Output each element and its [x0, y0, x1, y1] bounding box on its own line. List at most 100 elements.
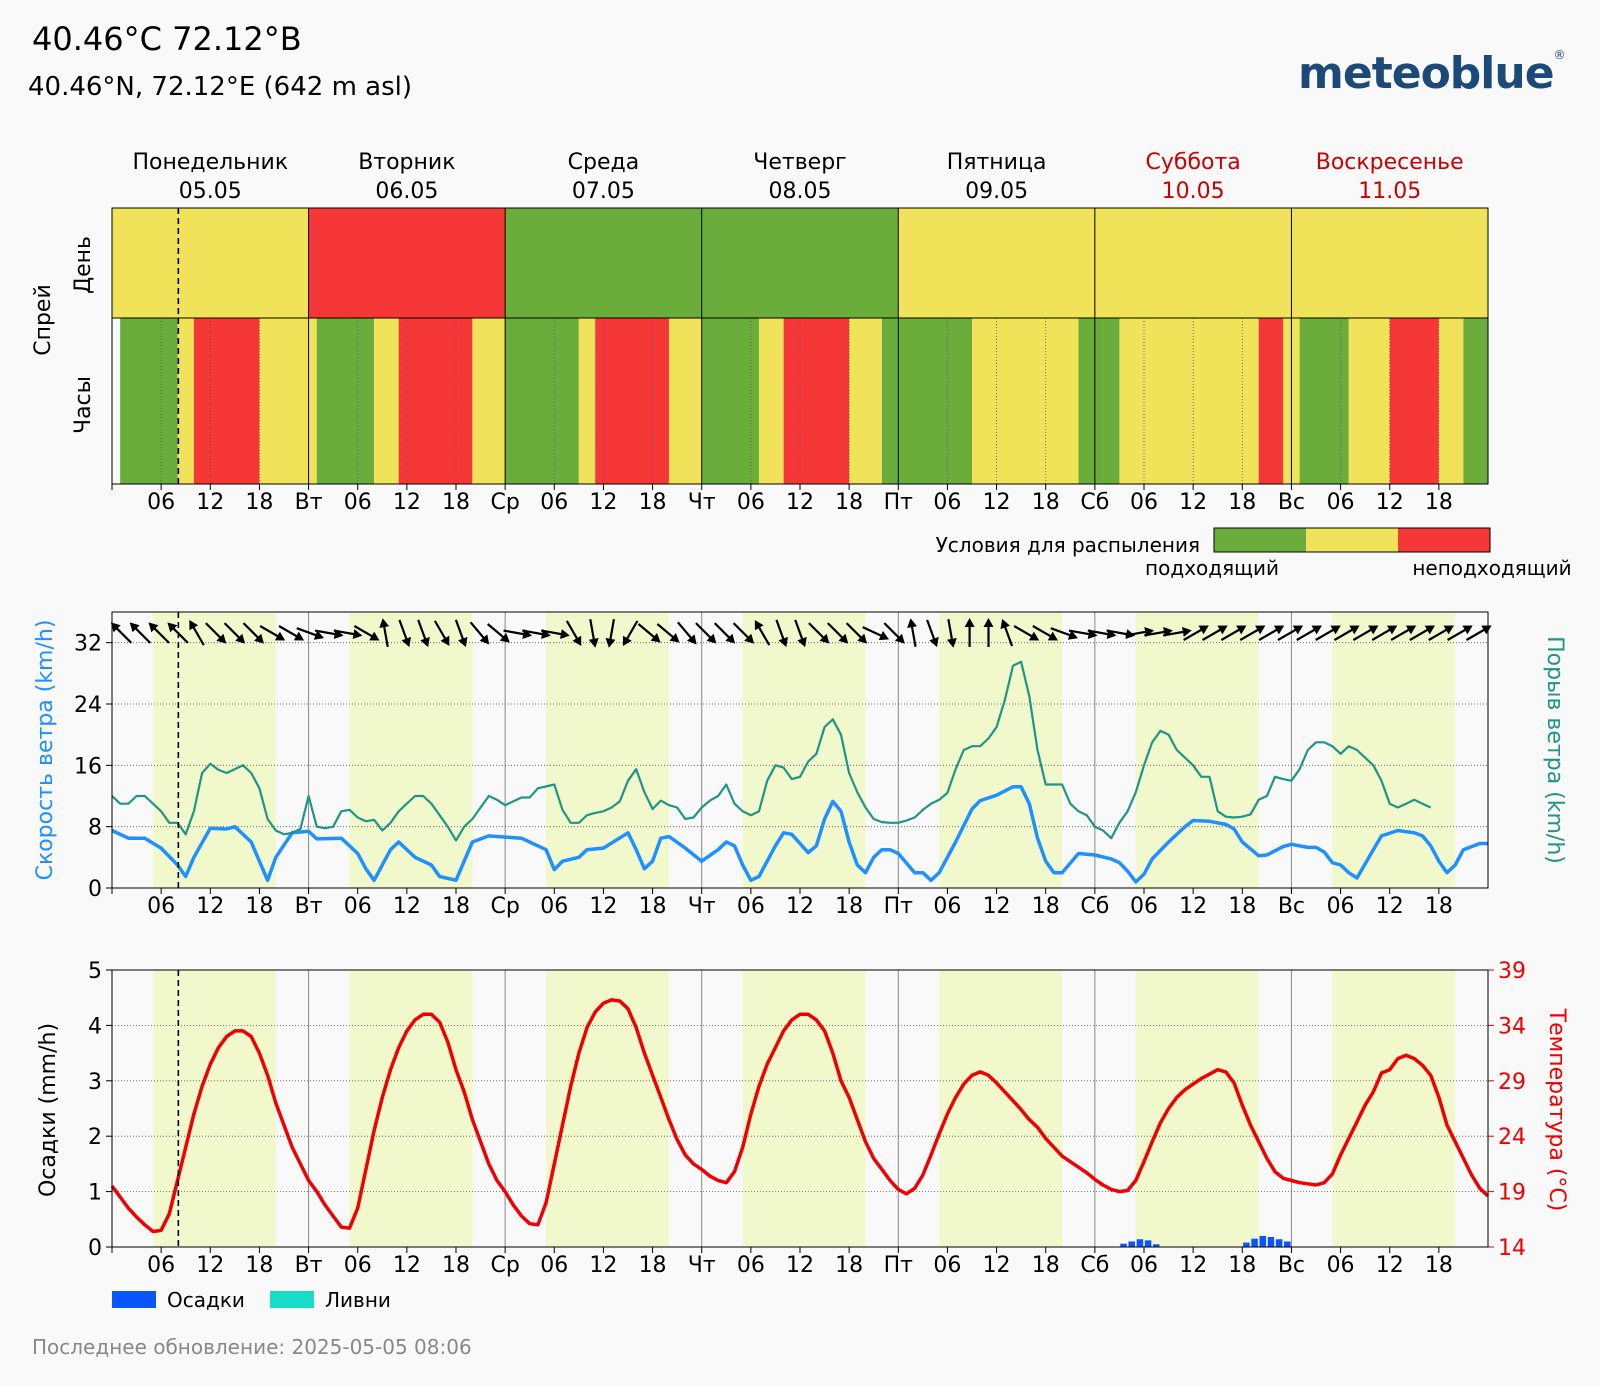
wind-x-tick-label: Вт	[295, 894, 323, 919]
wind-arrow-shaft	[333, 629, 358, 636]
day-date: 07.05	[572, 179, 635, 204]
wind-arrow-head	[401, 636, 411, 648]
temp-x-tick-label: 06	[540, 1253, 568, 1278]
wind-arrow	[1050, 627, 1078, 640]
wind-arrow	[1032, 625, 1058, 641]
wind-arrow	[695, 622, 717, 644]
spray-x-tick-label: 12	[1376, 490, 1404, 515]
temp-y-tick-label: 14	[1498, 1236, 1526, 1261]
wind-arrow-head	[1273, 625, 1285, 635]
wind-daylight-band	[546, 612, 669, 888]
spray-day-cell	[308, 208, 506, 318]
day-date: 09.05	[965, 179, 1028, 204]
temp-x-tick-label: Чт	[688, 1253, 716, 1278]
wind-arrow-head	[754, 620, 764, 631]
wind-arrow-shaft	[1087, 629, 1112, 636]
wind-x-tick-label: 12	[983, 894, 1011, 919]
wind-y-tick-label: 32	[74, 632, 102, 657]
spray-x-tick-label: 06	[1130, 490, 1158, 515]
spray-hour-cell	[849, 318, 882, 484]
temp-y-tick-label: 24	[1498, 1125, 1526, 1150]
wind-arrow-shaft	[151, 625, 170, 644]
wind-y-tick-label: 16	[74, 754, 102, 779]
spray-hour-cell	[1438, 318, 1464, 484]
wind-arrow-head	[1000, 618, 1010, 630]
temp-axis-label: Температура (°C)	[1544, 1008, 1569, 1212]
wind-x-tick-label: 12	[589, 894, 617, 919]
wind-arrow	[677, 621, 697, 645]
wind-arrow	[845, 622, 868, 644]
wind-arrow-head	[1405, 625, 1417, 635]
spray-x-tick-label: 18	[1228, 490, 1256, 515]
logo-text: meteoblue	[1298, 48, 1555, 99]
wind-x-tick-label: 06	[1130, 894, 1158, 919]
wind-arrow	[167, 622, 189, 644]
wind-arrow-head	[560, 629, 570, 639]
wind-arrow-head	[946, 638, 957, 648]
spray-legend-frame	[1213, 527, 1491, 553]
wind-arrow	[278, 625, 305, 641]
spray-x-tick-label: 06	[344, 490, 372, 515]
wind-direction-arrows	[110, 618, 1492, 648]
wind-arrow	[417, 619, 430, 648]
showers-legend-swatch	[270, 1291, 314, 1308]
last-updated: Последнее обновление: 2025-05-05 08:06	[32, 1335, 472, 1359]
spray-hour-cell	[398, 318, 473, 484]
spray-hour-cell	[1299, 318, 1349, 484]
temp-x-tick-label: 12	[1179, 1253, 1207, 1278]
precip-y-tick-label: 5	[88, 959, 102, 984]
temp-daylight-band	[742, 970, 866, 1247]
meteoblue-logo[interactable]: meteoblue®	[1298, 48, 1566, 99]
temp-x-tick-label: 18	[1032, 1253, 1060, 1278]
spray-hour-cell	[595, 318, 669, 484]
temp-daylight-band	[1332, 970, 1456, 1247]
wind-arrow-head	[129, 622, 140, 633]
temp-x-tick-label: Ср	[490, 1253, 519, 1278]
temp-y-tick-label: 39	[1498, 959, 1526, 984]
spray-day-cell	[898, 208, 1095, 318]
wind-arrow	[622, 620, 639, 646]
wind-arrow	[1163, 627, 1192, 637]
wind-x-tick-label: 18	[1425, 894, 1453, 919]
temp-x-tick-label: 06	[933, 1253, 961, 1278]
wind-arrow-head	[1311, 625, 1322, 635]
wind-arrow-head	[499, 633, 510, 643]
wind-arrow-head	[1368, 625, 1379, 635]
spray-x-tick-label: 18	[1425, 490, 1453, 515]
wind-arrow-head	[797, 636, 807, 648]
spray-hour-cell	[1348, 318, 1390, 484]
wind-arrow-head	[1386, 625, 1398, 635]
wind-arrow-head	[894, 633, 905, 644]
spray-hour-cell	[259, 318, 317, 484]
spray-x-tick-label: 12	[589, 490, 617, 515]
wind-arrow	[964, 618, 975, 647]
temp-x-tick-label: 12	[393, 1253, 421, 1278]
wind-arrow-head	[235, 633, 246, 644]
wind-arrow-head	[669, 633, 680, 643]
wind-arrow	[1258, 625, 1285, 641]
wind-arrow-shaft	[1106, 629, 1131, 636]
wind-arrow-head	[1330, 625, 1341, 635]
spray-x-tick-label: Сб	[1080, 490, 1109, 515]
wind-arrow	[1465, 625, 1492, 641]
wind-arrow	[883, 622, 905, 644]
spray-hour-cell	[701, 318, 760, 484]
temp-daylight-band	[1135, 970, 1259, 1247]
precip-y-tick-label: 4	[88, 1014, 102, 1039]
wind-arrow-head	[440, 635, 450, 646]
spray-x-tick-label: 06	[540, 490, 568, 515]
wind-arrow	[637, 623, 661, 643]
spray-row-label-hours: Часы	[71, 376, 96, 434]
wind-arrow	[1409, 625, 1435, 641]
spray-x-tick-label: Пт	[884, 490, 914, 515]
temp-x-tick-label: 06	[344, 1253, 372, 1278]
spray-hour-cell	[759, 318, 784, 484]
temp-x-tick-label: 18	[442, 1253, 470, 1278]
temp-x-tick-label: 18	[1425, 1253, 1453, 1278]
wind-arrow-shaft	[1144, 630, 1169, 637]
spray-x-tick-label: 12	[786, 490, 814, 515]
temp-x-tick-label: 18	[1228, 1253, 1256, 1278]
spray-x-tick-label: 18	[639, 490, 667, 515]
wind-arrow	[794, 619, 807, 648]
wind-arrow-head	[819, 633, 830, 644]
